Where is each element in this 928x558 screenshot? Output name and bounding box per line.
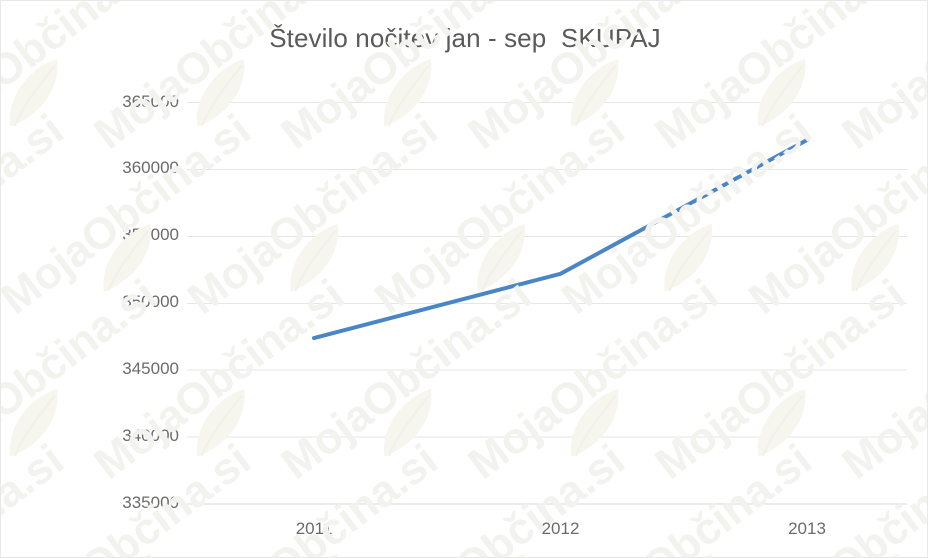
y-axis-tick-label: 345000: [122, 359, 179, 379]
y-axis-tick-label: 365000: [122, 91, 179, 111]
y-axis-tick-label: 340000: [122, 426, 179, 446]
data-series-group: [312, 137, 809, 341]
series-line: [312, 137, 809, 341]
y-axis-tick-label: 355000: [122, 225, 179, 245]
y-axis-tick-label: 335000: [122, 493, 179, 512]
y-axis-tick-label: 350000: [122, 292, 179, 312]
y-axis-tick-label: 360000: [122, 158, 179, 178]
x-axis-tick-label: 2012: [541, 519, 580, 538]
gridlines-group: [187, 102, 907, 505]
x-axis-tick-label: 2011: [295, 519, 333, 538]
x-axis-tick-label: 2013: [788, 519, 826, 538]
chart-title: Število nočitev jan - sep SKUPAJ: [269, 23, 661, 53]
